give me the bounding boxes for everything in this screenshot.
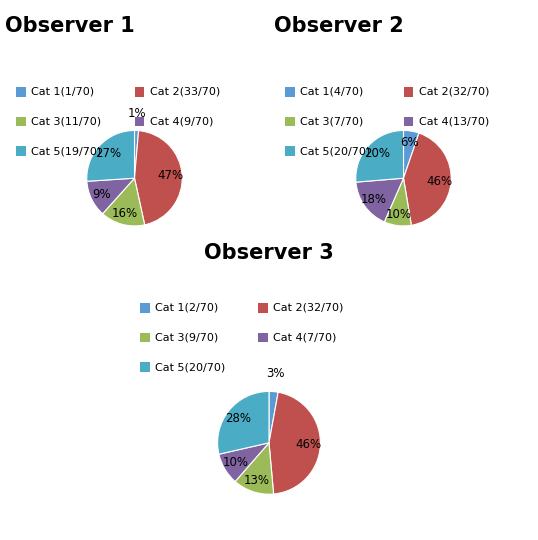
Text: 46%: 46%	[295, 438, 321, 451]
Text: 20%: 20%	[364, 147, 390, 160]
Wedge shape	[356, 131, 404, 182]
Text: Cat 1(4/70): Cat 1(4/70)	[300, 87, 364, 97]
Wedge shape	[87, 178, 134, 214]
Text: 27%: 27%	[95, 147, 121, 160]
Text: 28%: 28%	[225, 412, 251, 425]
Text: 46%: 46%	[427, 175, 453, 188]
Text: 6%: 6%	[400, 136, 419, 148]
Text: Cat 4(7/70): Cat 4(7/70)	[273, 333, 337, 342]
Text: 13%: 13%	[244, 474, 270, 487]
Wedge shape	[404, 131, 419, 178]
Text: 10%: 10%	[386, 208, 412, 221]
Text: Cat 5(20/70): Cat 5(20/70)	[155, 362, 225, 372]
Text: Cat 5(20/70): Cat 5(20/70)	[300, 146, 371, 156]
Text: 1%: 1%	[128, 107, 146, 120]
Wedge shape	[103, 178, 145, 226]
Text: Cat 5(19/70): Cat 5(19/70)	[31, 146, 102, 156]
Text: 10%: 10%	[222, 456, 248, 469]
Wedge shape	[134, 131, 139, 178]
Wedge shape	[384, 178, 412, 226]
Text: Observer 2: Observer 2	[274, 16, 404, 36]
Text: Cat 4(9/70): Cat 4(9/70)	[150, 117, 213, 126]
Wedge shape	[134, 131, 182, 225]
Text: 9%: 9%	[93, 187, 111, 201]
Text: Cat 1(2/70): Cat 1(2/70)	[155, 303, 218, 313]
Wedge shape	[269, 392, 321, 494]
Text: 18%: 18%	[361, 193, 387, 206]
Text: Observer 3: Observer 3	[204, 243, 334, 263]
Text: 3%: 3%	[266, 367, 285, 380]
Text: 16%: 16%	[112, 207, 138, 220]
Text: 47%: 47%	[158, 170, 184, 183]
Text: Cat 2(33/70): Cat 2(33/70)	[150, 87, 220, 97]
Text: Cat 2(32/70): Cat 2(32/70)	[419, 87, 489, 97]
Text: Cat 3(7/70): Cat 3(7/70)	[300, 117, 364, 126]
Text: Cat 2(32/70): Cat 2(32/70)	[273, 303, 344, 313]
Wedge shape	[87, 131, 134, 181]
Wedge shape	[217, 392, 269, 454]
Text: Cat 3(11/70): Cat 3(11/70)	[31, 117, 101, 126]
Wedge shape	[404, 133, 451, 225]
Text: Cat 1(1/70): Cat 1(1/70)	[31, 87, 94, 97]
Wedge shape	[269, 392, 278, 443]
Text: Observer 1: Observer 1	[5, 16, 135, 36]
Wedge shape	[219, 443, 269, 482]
Wedge shape	[235, 443, 274, 494]
Wedge shape	[356, 178, 404, 222]
Text: Cat 4(13/70): Cat 4(13/70)	[419, 117, 489, 126]
Text: Cat 3(9/70): Cat 3(9/70)	[155, 333, 218, 342]
